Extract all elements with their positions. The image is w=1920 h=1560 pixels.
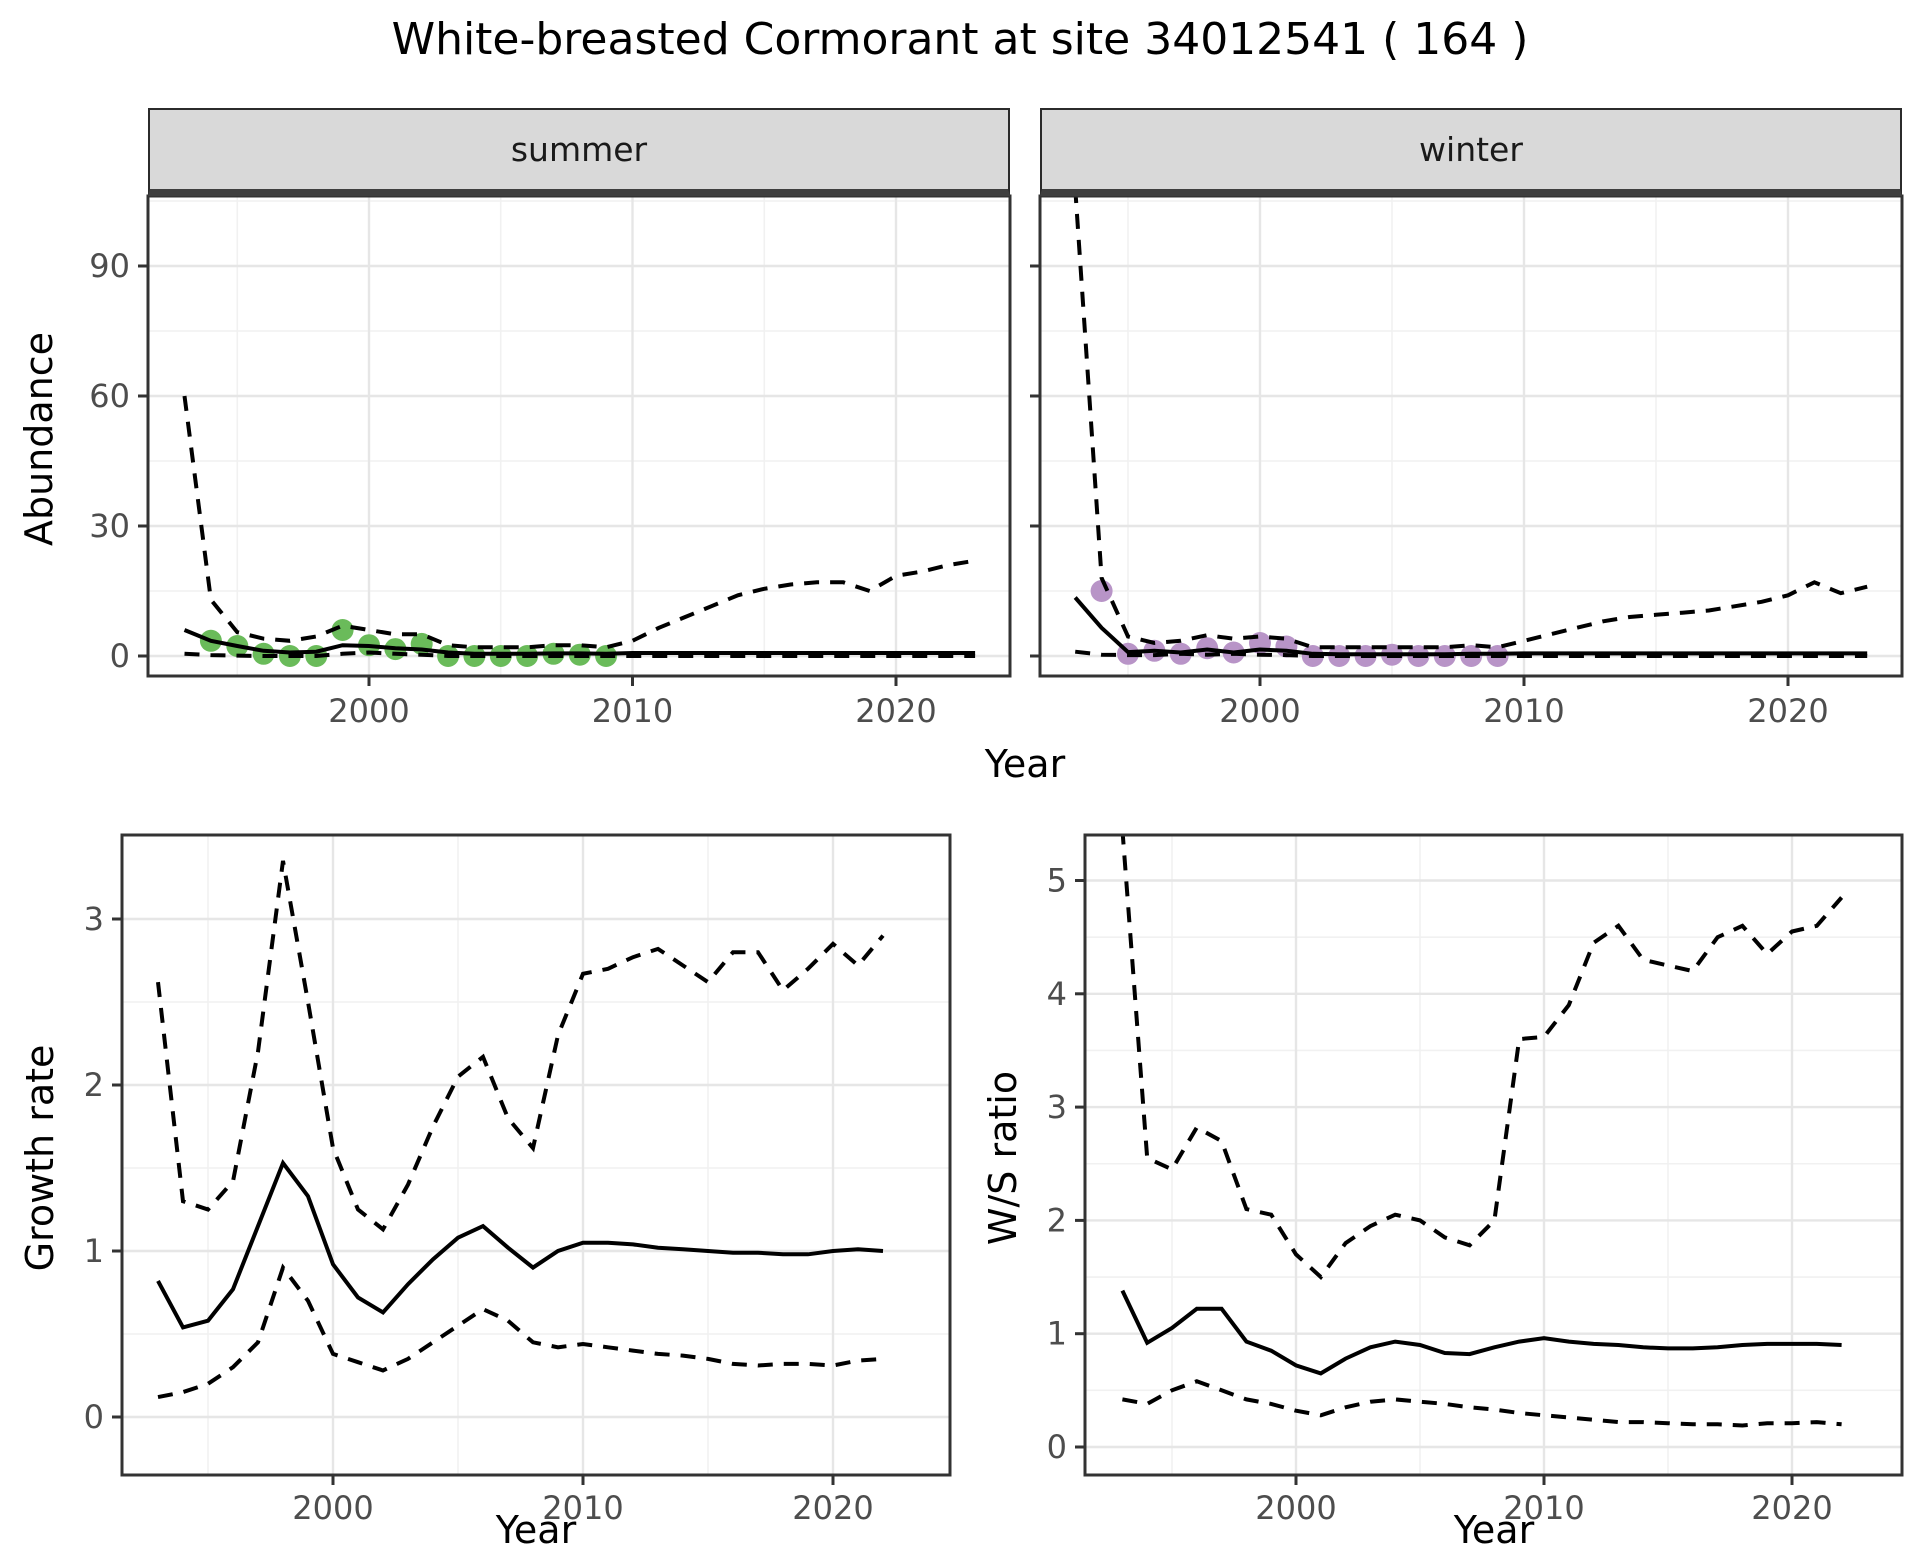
facet-strip-summer: summer [148,108,1010,196]
y-tick-label: 3 [1047,1088,1067,1126]
x-tick-label: 2010 [1483,692,1564,730]
series-median [156,1158,884,1330]
x-tick-label: 2020 [792,1489,873,1527]
x-tick-label: 2000 [1255,1489,1336,1527]
y-tick-label: 90 [89,247,130,285]
x-tick-label: 2010 [542,1489,623,1527]
observed-point [1090,580,1113,602]
panel-data-layer-abundance-winter [1073,196,1868,667]
series-lower_95ci [1074,649,1868,658]
series-lower_95ci [1122,1379,1842,1428]
series-lower_95ci [157,1263,884,1400]
panel-border [146,194,1012,678]
x-tick-label: 2010 [1503,1489,1584,1527]
y-axis-title-abundance: Abundance [17,331,61,547]
panel-border [1083,833,1904,1477]
facet-strip-winter: winter [1040,108,1902,196]
observed-point [331,619,354,641]
y-tick-label: 0 [110,637,130,675]
y-tick-label: 2 [1047,1201,1067,1239]
y-tick-label: 30 [89,507,130,545]
panel-data-layer-growth-rate [156,860,885,1400]
x-tick-label: 2020 [1747,692,1828,730]
y-tick-label: 0 [1047,1428,1067,1466]
x-tick-label: 2020 [1751,1489,1832,1527]
y-tick-label: 0 [84,1398,104,1436]
series-upper_95ci [1120,835,1844,1280]
series-median [1120,1289,1842,1376]
panel-border [1038,194,1904,678]
y-tick-label: 3 [84,900,104,938]
series-median [183,628,976,656]
panel-data-layer-ws-ratio [1120,835,1844,1428]
x-axis-title-ws: Year [1453,1508,1535,1552]
panel-background [148,196,1010,676]
series-upper_95ci [156,860,885,1233]
series-upper_95ci [1073,196,1868,650]
y-tick-label: 60 [89,377,130,415]
panel-background [1040,196,1902,676]
observed-point [252,642,275,665]
x-tick-label: 2000 [328,692,409,730]
x-axis-title-growth: Year [495,1508,577,1552]
x-axis-title-top: Year [984,742,1066,786]
panel-background [122,835,950,1475]
x-tick-label: 2000 [292,1489,373,1527]
y-axis-title-growth-rate: Growth rate [18,1044,62,1272]
x-tick-label: 2020 [855,692,936,730]
y-tick-label: 1 [1047,1315,1067,1353]
x-tick-label: 2010 [592,692,673,730]
series-upper_95ci [182,395,976,650]
panel-background [1085,835,1902,1475]
y-tick-label: 1 [84,1232,104,1270]
facet-strip-summer-label: summer [510,130,648,169]
series-lower_95ci [184,650,976,658]
facet-strip-winter-label: winter [1419,130,1523,169]
y-tick-label: 5 [1047,862,1067,900]
y-tick-label: 2 [84,1066,104,1104]
chart-title: White-breasted Cormorant at site 3401254… [391,14,1529,65]
y-tick-label: 4 [1047,975,1067,1013]
y-axis-title-ws-ratio: W/S ratio [981,1070,1025,1246]
panel-border [120,833,952,1477]
panel-data-layer-abundance-summer [182,395,976,667]
x-tick-label: 2000 [1219,692,1300,730]
series-median [1073,596,1868,657]
